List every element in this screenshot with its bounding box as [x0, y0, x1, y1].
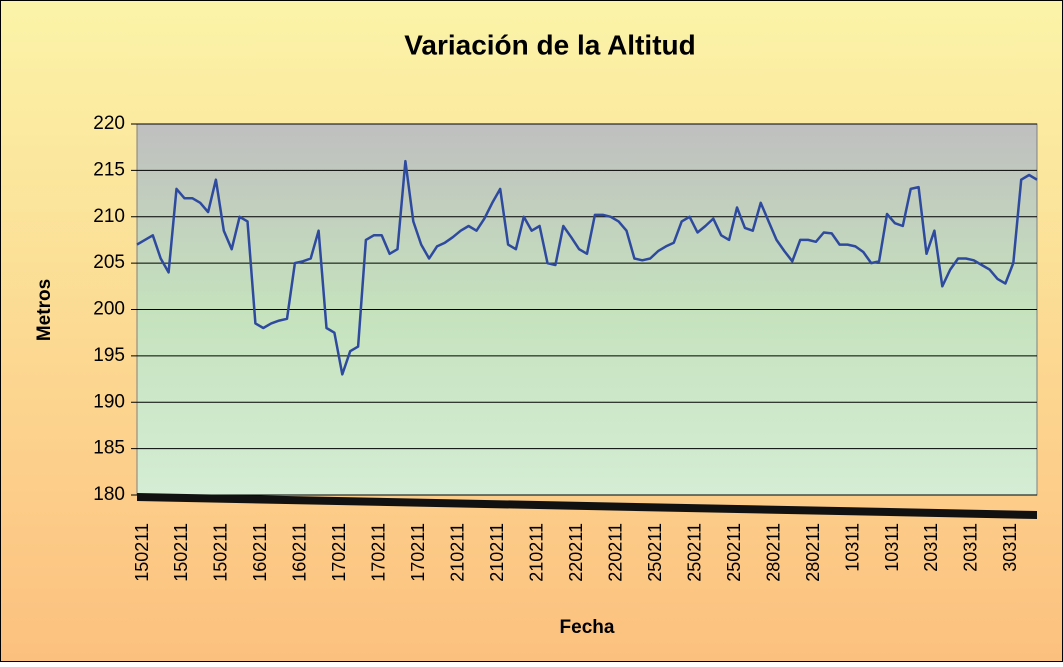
x-tick-label: 280211 [803, 523, 823, 582]
x-tick-label: 220211 [605, 523, 625, 582]
y-tick-label: 220 [93, 113, 125, 134]
x-tick-label: 10311 [882, 523, 902, 572]
floor [137, 493, 1037, 519]
x-tick-label: 170211 [408, 523, 428, 582]
x-tick-label: 170211 [329, 523, 349, 582]
x-tick-label: 250211 [684, 523, 704, 582]
x-tick-label: 10311 [842, 523, 862, 572]
y-tick-label: 180 [93, 484, 125, 505]
x-tick-label: 250211 [645, 523, 665, 582]
x-tick-label: 20311 [921, 523, 941, 572]
x-tick-label: 220211 [566, 523, 586, 582]
y-tick-label: 190 [93, 391, 125, 412]
y-tick-label: 195 [93, 345, 125, 366]
x-tick-label: 150211 [211, 523, 231, 582]
x-axis-label: Fecha [560, 617, 615, 638]
x-tick-label: 170211 [369, 523, 389, 582]
x-tick-label: 210211 [448, 523, 468, 582]
y-tick-label: 205 [93, 252, 125, 273]
y-tick-label: 200 [93, 299, 125, 320]
x-tick-label: 250211 [724, 523, 744, 582]
x-tick-label: 280211 [763, 523, 783, 582]
x-tick-label: 210211 [526, 523, 546, 582]
x-tick-label: 150211 [171, 523, 191, 582]
y-axis-label: Metros [34, 279, 55, 341]
x-tick-label: 30311 [1000, 523, 1020, 572]
x-tick-label: 160211 [290, 523, 310, 582]
x-tick-label: 160211 [250, 523, 270, 582]
x-tick-label: 210211 [487, 523, 507, 582]
x-tick-label: 150211 [132, 523, 152, 582]
data-line [136, 159, 1038, 376]
y-tick-label: 210 [93, 206, 125, 227]
y-tick-label: 185 [93, 438, 125, 459]
y-tick-label: 215 [93, 159, 125, 180]
chart-title: Variación de la Altitud [404, 29, 695, 60]
x-tick-label: 20311 [961, 523, 981, 572]
